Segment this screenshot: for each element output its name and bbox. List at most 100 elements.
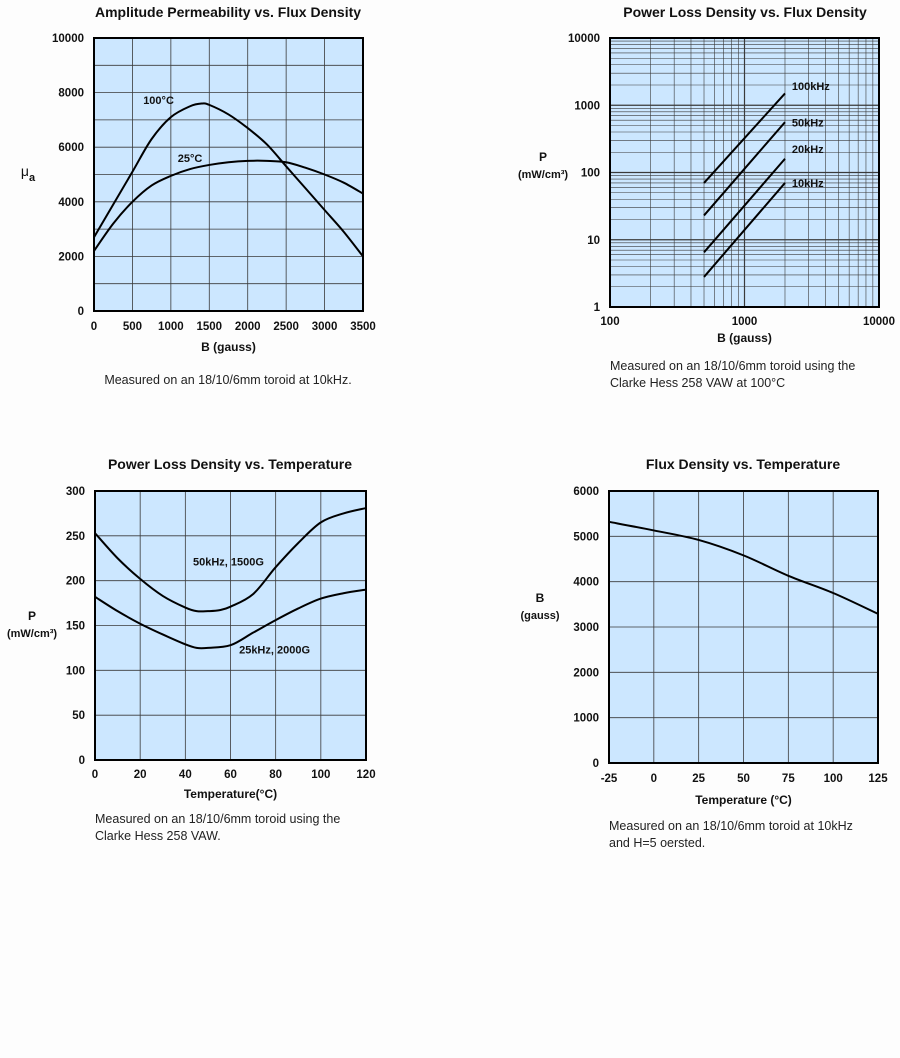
x-tick-label: 100 (824, 773, 843, 785)
x-tick-label: 10000 (863, 316, 895, 328)
y-tick-label: 10000 (52, 33, 84, 45)
plot-frame (609, 37, 880, 308)
x-tick-label: 3000 (312, 321, 338, 333)
x-tick-label: 100 (600, 316, 619, 328)
y-axis-label-subscript: a (29, 172, 36, 184)
series-annotation: 25kHz, 2000G (239, 644, 310, 656)
plot-frame (608, 490, 879, 764)
series-line-20khz (703, 158, 786, 253)
series-annotation: 100kHz (792, 81, 830, 93)
y-axis-label-main: μ (21, 163, 29, 179)
x-tick-label: 50 (737, 773, 750, 785)
y-tick-label: 1 (594, 302, 601, 314)
y-axis-label: P (28, 609, 36, 623)
chart-caption: Clarke Hess 258 VAW at 100°C (610, 376, 785, 390)
y-tick-label: 50 (72, 710, 85, 722)
x-tick-label: 0 (91, 321, 97, 333)
plot-frame (93, 37, 364, 312)
series-line-100-c (93, 102, 364, 258)
y-axis-label: μa (21, 163, 36, 184)
x-tick-label: 100 (311, 769, 330, 781)
y-tick-label: 10 (587, 235, 600, 247)
x-axis-label: B (gauss) (201, 340, 256, 354)
y-tick-label: 10000 (568, 33, 600, 45)
x-axis-label: B (gauss) (717, 331, 772, 345)
series-annotation: 10kHz (792, 178, 824, 190)
chart-title: Amplitude Permeability vs. Flux Density (95, 4, 361, 20)
series-line-25-c (93, 159, 364, 252)
chart-caption: Clarke Hess 258 VAW. (95, 829, 221, 843)
y-tick-label: 0 (79, 755, 85, 767)
x-tick-label: 500 (123, 321, 142, 333)
y-tick-label: 300 (66, 486, 85, 498)
x-tick-label: 1000 (158, 321, 184, 333)
y-tick-label: 1000 (574, 100, 600, 112)
x-tick-label: 25 (692, 773, 705, 785)
x-tick-label: 20 (134, 769, 147, 781)
y-tick-label: 4000 (573, 577, 599, 589)
y-tick-label: 6000 (58, 142, 84, 154)
series-annotation: 20kHz (792, 144, 824, 156)
y-tick-label: 100 (66, 665, 85, 677)
x-tick-label: 40 (179, 769, 192, 781)
x-tick-label: 125 (868, 773, 888, 785)
plot-frame (94, 490, 367, 761)
chart-1: Amplitude Permeability vs. Flux Density 0… (21, 4, 376, 387)
y-tick-label: 0 (593, 758, 599, 770)
x-tick-label: 75 (782, 773, 795, 785)
chart-title: Power Loss Density vs. Temperature (108, 456, 352, 472)
y-axis-unit: (mW/cm³) (7, 628, 57, 640)
y-axis-label: B (536, 591, 545, 605)
y-tick-label: 200 (66, 576, 85, 588)
y-tick-label: 5000 (573, 531, 599, 543)
chart-caption: Measured on an 18/10/6mm toroid at 10kHz… (104, 373, 351, 387)
chart-caption: Measured on an 18/10/6mm toroid at 10kHz (609, 819, 853, 833)
chart-caption: and H=5 oersted. (609, 836, 705, 850)
series-line-25khz-2000g (94, 588, 367, 650)
series-line-100khz (703, 92, 786, 184)
x-tick-label: 2500 (273, 321, 299, 333)
y-tick-label: 100 (581, 168, 600, 180)
chart-caption: Measured on an 18/10/6mm toroid using th… (610, 359, 855, 373)
x-axis-label: Temperature (°C) (695, 793, 792, 807)
y-tick-label: 2000 (58, 251, 84, 263)
x-tick-label: 60 (224, 769, 237, 781)
series-annotation: 50kHz, 1500G (193, 556, 264, 568)
series-annotation: 25°C (178, 153, 203, 165)
y-tick-label: 150 (66, 621, 85, 633)
series-line-1 (608, 520, 879, 615)
series-line-50khz-1500g (94, 507, 367, 613)
x-tick-label: 3500 (350, 321, 376, 333)
y-tick-label: 1000 (573, 713, 599, 725)
chart-caption: Measured on an 18/10/6mm toroid using th… (95, 812, 340, 826)
y-tick-label: 0 (78, 306, 84, 318)
x-tick-label: 1000 (732, 316, 758, 328)
chart-2: Power Loss Density vs. Flux Density 100 10… (518, 4, 895, 390)
x-tick-label: 0 (92, 769, 98, 781)
series-annotation: 100°C (143, 95, 174, 107)
chart-4: Flux Density vs. Temperature-25 0 25 50 75 10… (520, 456, 888, 850)
x-tick-label: 2000 (235, 321, 261, 333)
x-tick-label: 120 (356, 769, 375, 781)
series-line-10khz (703, 182, 786, 278)
x-tick-label: -25 (601, 773, 618, 785)
y-tick-label: 8000 (58, 88, 84, 100)
y-axis-label: P (539, 150, 547, 164)
grid (609, 38, 879, 308)
x-tick-label: 1500 (196, 321, 222, 333)
x-tick-label: 0 (651, 773, 657, 785)
chart-title: Power Loss Density vs. Flux Density (623, 4, 867, 20)
y-tick-label: 4000 (58, 197, 84, 209)
series-line-50khz (703, 121, 786, 217)
y-tick-label: 3000 (573, 622, 599, 634)
y-tick-label: 250 (66, 531, 85, 543)
x-tick-label: 80 (269, 769, 282, 781)
y-axis-unit: (gauss) (520, 610, 559, 622)
x-axis-label: Temperature(°C) (184, 787, 277, 801)
y-tick-label: 2000 (573, 667, 599, 679)
y-tick-label: 6000 (573, 486, 599, 498)
series-annotation: 50kHz (792, 118, 824, 130)
chart-3: Power Loss Density vs. Temperature 0 20 40 6… (7, 456, 376, 843)
y-axis-unit: (mW/cm³) (518, 169, 568, 181)
